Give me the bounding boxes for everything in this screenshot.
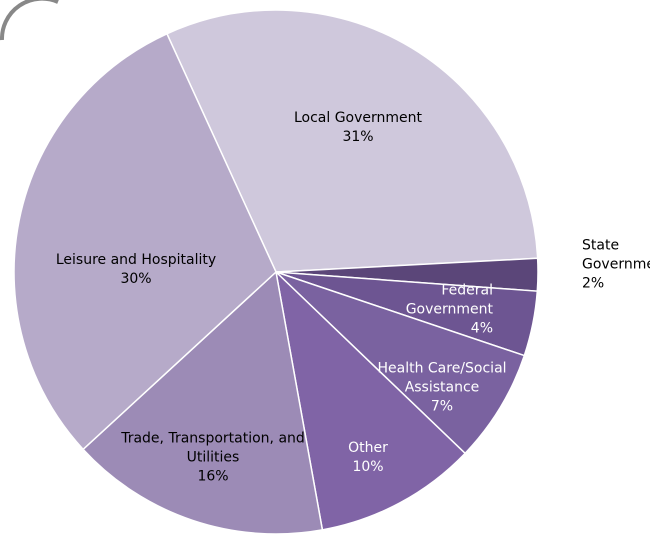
decoration: [0, 0, 59, 41]
value-label: 31%: [342, 129, 374, 145]
slice-label: Health Care/Social Assistance 7%: [367, 360, 517, 417]
value-label: 7%: [430, 398, 454, 415]
value-label: 16%: [197, 468, 229, 485]
slice-label: Leisure and Hospitality 30%: [36, 251, 236, 289]
value-label: 4%: [470, 320, 493, 337]
pie-slice: [274, 269, 467, 531]
category-label: Health Care/Social Assistance: [377, 360, 507, 396]
category-label: Trade, Transportation, and Utilities: [121, 430, 305, 466]
category-label: Federal Government: [405, 282, 493, 318]
slice-label: Federal Government 4%: [403, 282, 493, 339]
category-label: Local Government: [293, 110, 423, 126]
slice-label: Local Government 31%: [278, 109, 438, 147]
pie-slice: [165, 9, 539, 273]
value-label: 10%: [352, 459, 384, 475]
pie-slice: [13, 32, 277, 451]
pie-slice: [275, 271, 526, 455]
category-label: Other: [348, 440, 388, 456]
slice-label: Trade, Transportation, and Utilities 16%: [118, 430, 308, 487]
category-label: Leisure and Hospitality: [55, 252, 217, 268]
category-label: State Government: [582, 237, 650, 273]
slice-label: State Government 2%: [582, 237, 650, 294]
value-label: 2%: [582, 275, 605, 292]
slice-label: Other 10%: [328, 439, 408, 477]
pie-slice: [82, 270, 324, 535]
value-label: 30%: [120, 271, 152, 287]
